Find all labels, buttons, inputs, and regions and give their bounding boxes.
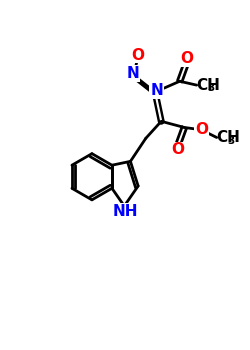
Text: O: O [195, 122, 208, 137]
Text: NH: NH [112, 204, 138, 219]
Text: O: O [171, 142, 184, 157]
Text: N: N [126, 66, 139, 81]
Text: O: O [180, 51, 193, 66]
Text: CH: CH [197, 78, 220, 93]
Text: 3: 3 [228, 135, 235, 146]
Text: N: N [150, 83, 163, 98]
Text: O: O [131, 48, 144, 63]
Text: CH: CH [217, 130, 240, 145]
Text: 3: 3 [208, 83, 215, 93]
